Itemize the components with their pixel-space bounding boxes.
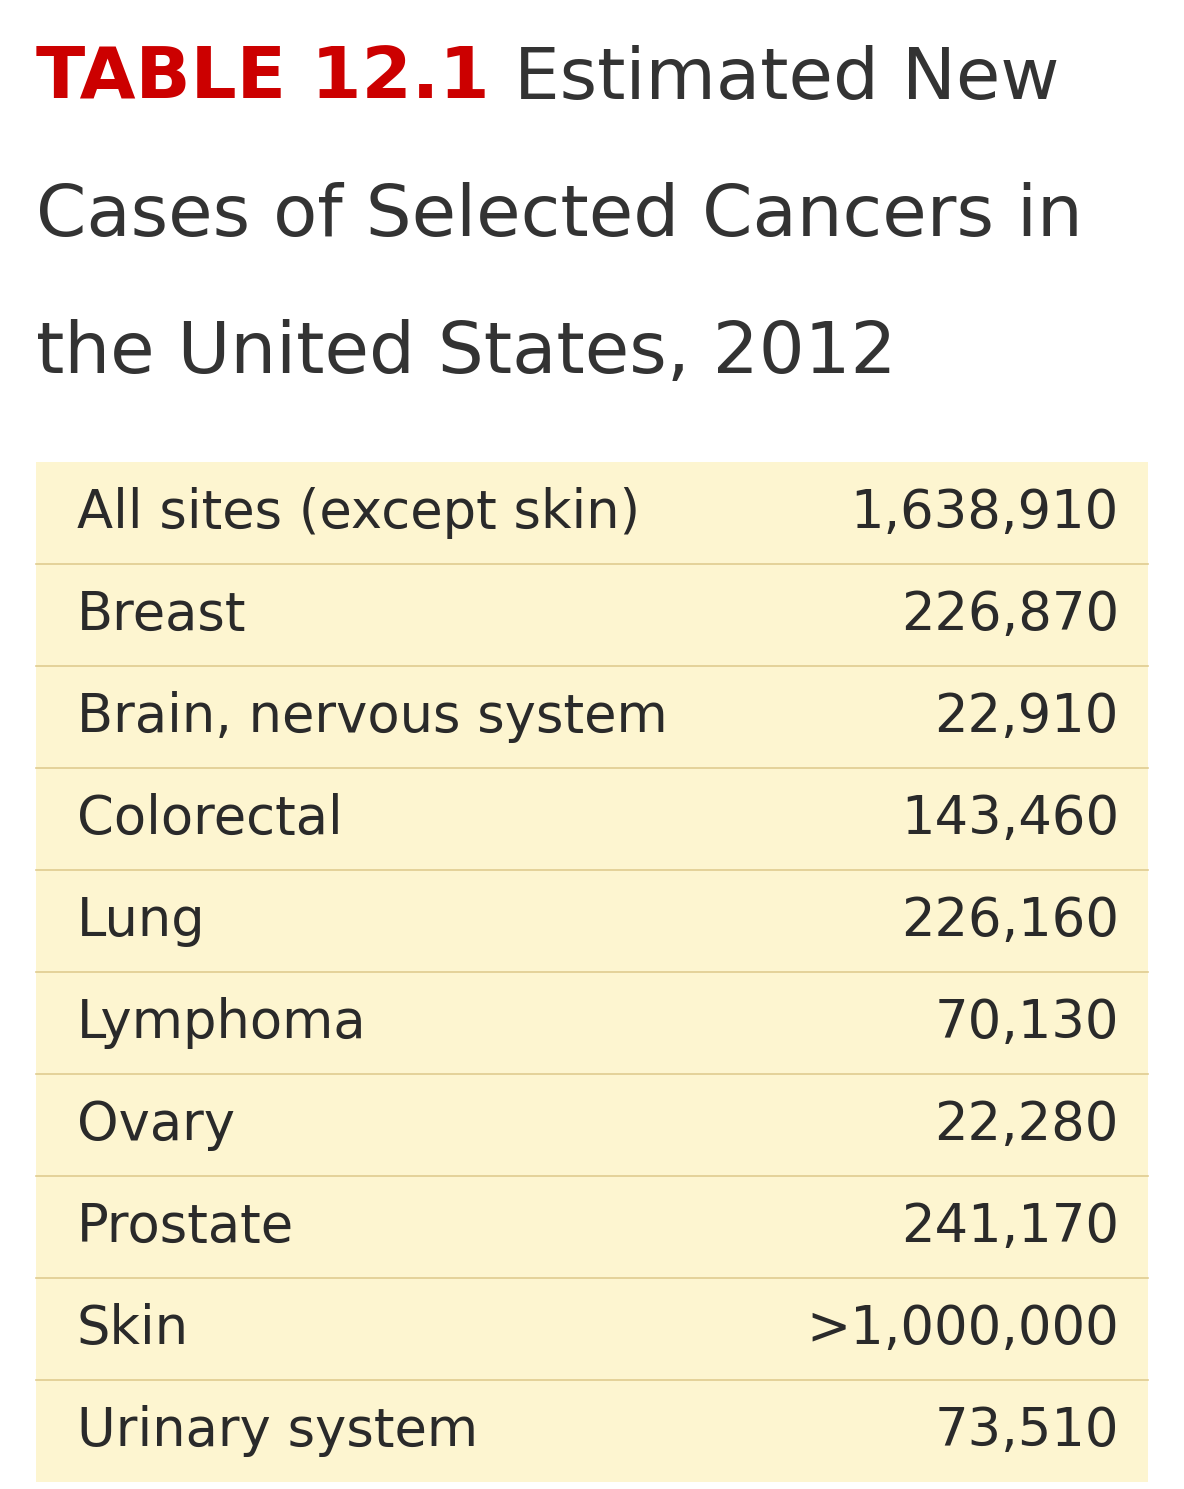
Text: All sites (except skin): All sites (except skin)	[77, 487, 641, 539]
Text: Prostate: Prostate	[77, 1200, 294, 1252]
Text: Skin: Skin	[77, 1303, 189, 1355]
Text: Lung: Lung	[77, 895, 206, 947]
Text: Colorectal: Colorectal	[77, 792, 342, 844]
Text: 226,870: 226,870	[901, 588, 1119, 640]
Text: 70,130: 70,130	[934, 996, 1119, 1048]
Text: Breast: Breast	[77, 588, 246, 640]
Text: Ovary: Ovary	[77, 1099, 236, 1151]
Text: 22,910: 22,910	[934, 691, 1119, 743]
Text: Brain, nervous system: Brain, nervous system	[77, 691, 668, 743]
Text: 1,638,910: 1,638,910	[850, 487, 1119, 539]
Text: 241,170: 241,170	[901, 1200, 1119, 1252]
Text: 73,510: 73,510	[934, 1404, 1119, 1456]
Text: 226,160: 226,160	[901, 895, 1119, 947]
Text: Urinary system: Urinary system	[77, 1404, 478, 1456]
Text: the United States, 2012: the United States, 2012	[36, 319, 896, 389]
Text: >1,000,000: >1,000,000	[806, 1303, 1119, 1355]
Bar	[36, 462, 1148, 1482]
Text: Estimated New: Estimated New	[468, 45, 1060, 113]
Text: Cases of Selected Cancers in: Cases of Selected Cancers in	[36, 182, 1082, 252]
Text: 22,280: 22,280	[934, 1099, 1119, 1151]
Text: Lymphoma: Lymphoma	[77, 996, 367, 1048]
Text: TABLE 12.1: TABLE 12.1	[36, 45, 489, 113]
Text: 143,460: 143,460	[901, 792, 1119, 844]
